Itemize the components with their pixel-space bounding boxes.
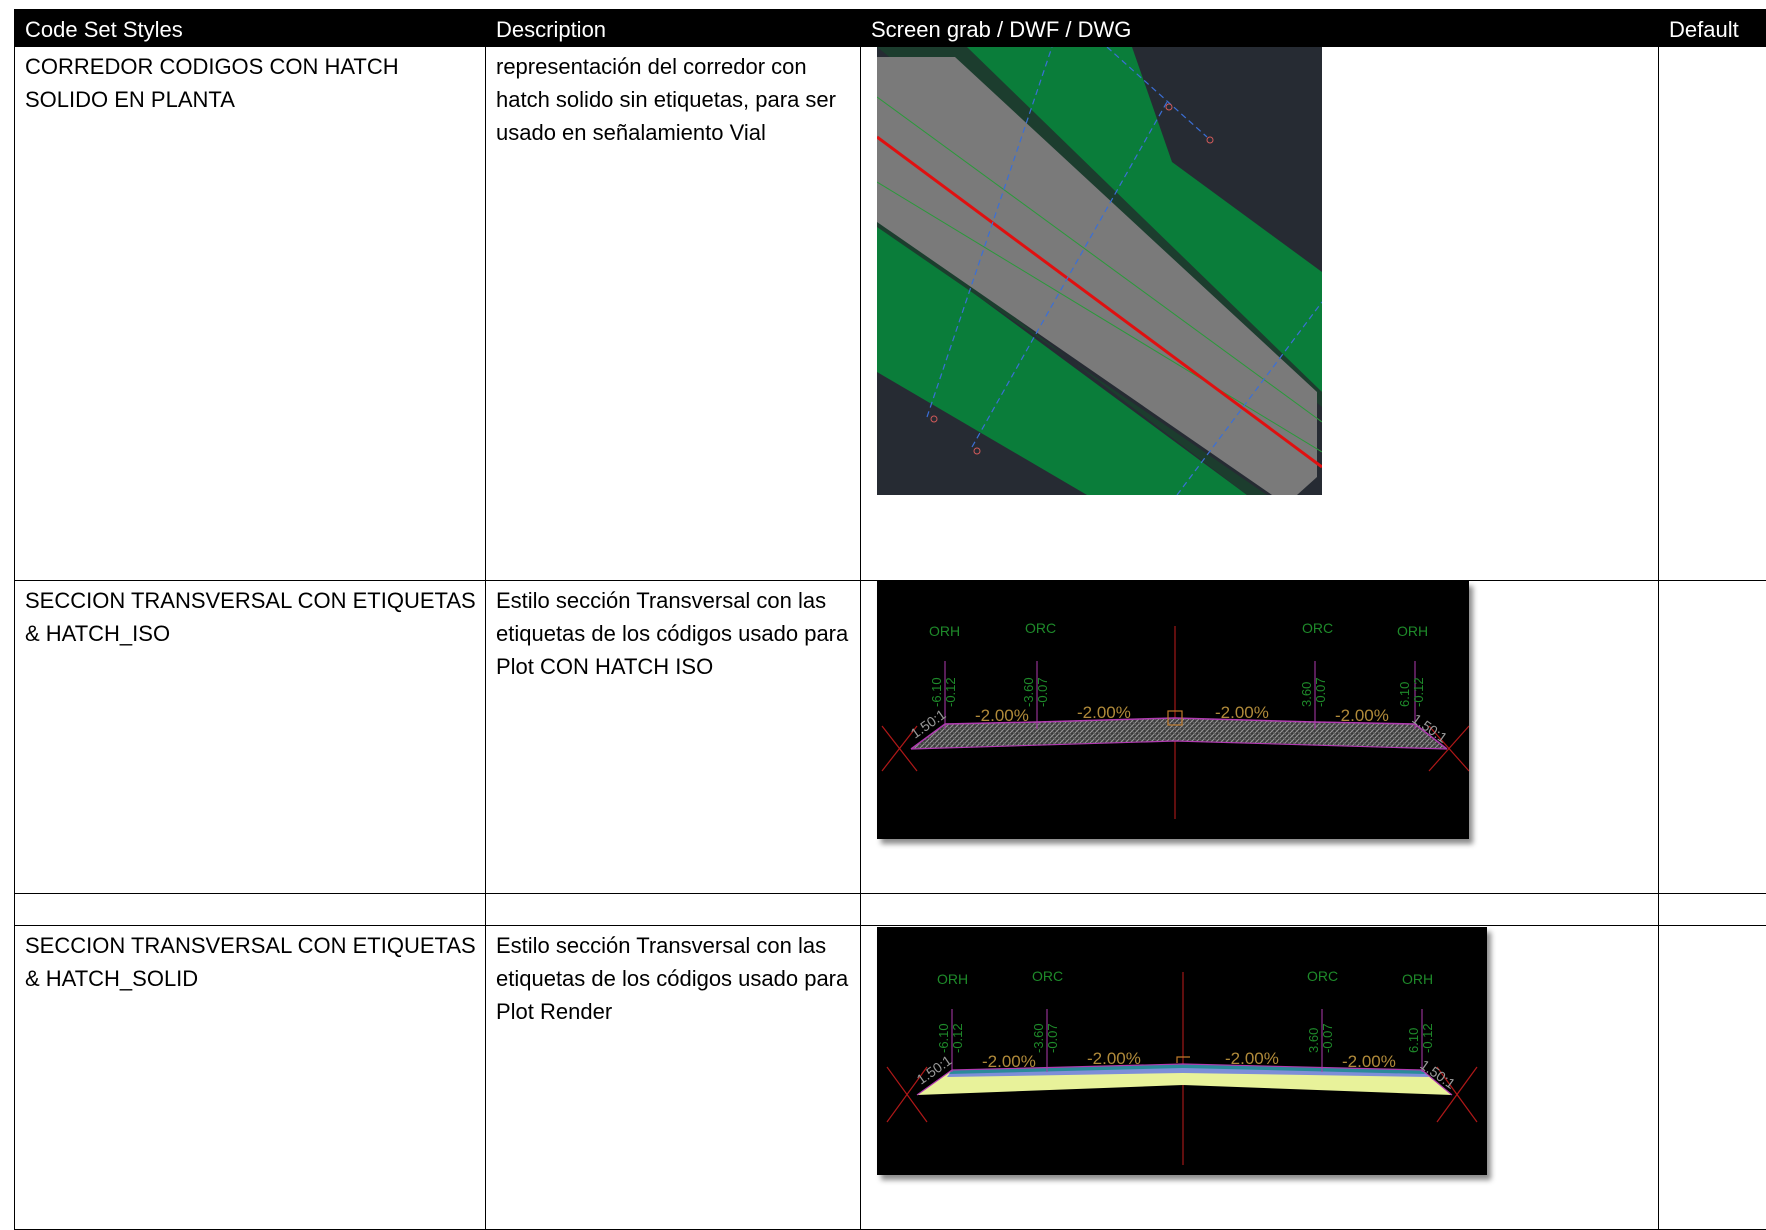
style-description: Estilo sección Transversal con las etiqu… xyxy=(486,926,861,1230)
label-offset: 3.60 xyxy=(1299,682,1314,707)
style-name: SECCION TRANSVERSAL CON ETIQUETAS & HATC… xyxy=(15,581,486,894)
label-elevation: -0.07 xyxy=(1045,1023,1060,1053)
label-elevation: -0.12 xyxy=(943,677,958,707)
label-grade: -2.00% xyxy=(1225,1049,1279,1068)
header-default: Default xyxy=(1659,10,1766,47)
table-row xyxy=(15,894,1766,926)
table-row: CORREDOR CODIGOS CON HATCH SOLIDO EN PLA… xyxy=(15,47,1766,581)
label-offset: 3.60 xyxy=(1306,1028,1321,1053)
corridor-plan-drawing xyxy=(877,47,1322,495)
default-value xyxy=(1659,894,1766,926)
default-value xyxy=(1659,926,1766,1230)
label-offset: -6.10 xyxy=(936,1023,951,1053)
screen-grab-cell: ORH ORC ORC ORH -6.10 -0.12 -3.60 -0.07 … xyxy=(861,581,1659,894)
label-orh-right: ORH xyxy=(1402,971,1433,987)
label-grade: -2.00% xyxy=(1335,706,1389,725)
header-screen-grab: Screen grab / DWF / DWG xyxy=(861,10,1659,47)
section-solid-drawing: ORH ORC ORC ORH -6.10 -0.12 -3.60 -0.07 … xyxy=(877,927,1487,1175)
style-description: Estilo sección Transversal con las etiqu… xyxy=(486,581,861,894)
table-row: SECCION TRANSVERSAL CON ETIQUETAS & HATC… xyxy=(15,581,1766,894)
code-set-styles-table: Code Set Styles Description Screen grab … xyxy=(14,9,1766,1230)
label-grade: -2.00% xyxy=(1215,703,1269,722)
style-description: representación del corredor con hatch so… xyxy=(486,47,861,581)
label-offset: 6.10 xyxy=(1397,682,1412,707)
default-value xyxy=(1659,581,1766,894)
screen-grab-cell xyxy=(861,894,1659,926)
label-elevation: -0.07 xyxy=(1035,677,1050,707)
label-orc-right: ORC xyxy=(1302,620,1333,636)
header-row: Code Set Styles Description Screen grab … xyxy=(15,10,1766,47)
label-elevation: -0.12 xyxy=(1411,677,1426,707)
label-orc-left: ORC xyxy=(1025,620,1056,636)
label-orh-right: ORH xyxy=(1397,623,1428,639)
cad-background xyxy=(877,927,1487,1175)
label-grade: -2.00% xyxy=(975,706,1029,725)
style-name: SECCION TRANSVERSAL CON ETIQUETAS & HATC… xyxy=(15,926,486,1230)
label-grade: -2.00% xyxy=(1342,1052,1396,1071)
table-row: SECCION TRANSVERSAL CON ETIQUETAS & HATC… xyxy=(15,926,1766,1230)
label-elevation: -0.12 xyxy=(1420,1023,1435,1053)
label-offset: -6.10 xyxy=(929,677,944,707)
label-offset: -3.60 xyxy=(1021,677,1036,707)
label-offset: -3.60 xyxy=(1031,1023,1046,1053)
label-elevation: -0.07 xyxy=(1320,1023,1335,1053)
corridor-plan-screenshot xyxy=(877,47,1322,495)
label-grade: -2.00% xyxy=(982,1052,1036,1071)
screen-grab-cell: ORH ORC ORC ORH -6.10 -0.12 -3.60 -0.07 … xyxy=(861,926,1659,1230)
label-orh-left: ORH xyxy=(929,623,960,639)
style-description xyxy=(486,894,861,926)
label-orh-left: ORH xyxy=(937,971,968,987)
label-elevation: -0.12 xyxy=(950,1023,965,1053)
screen-grab-cell xyxy=(861,47,1659,581)
label-orc-right: ORC xyxy=(1307,968,1338,984)
header-description: Description xyxy=(486,10,861,47)
label-grade: -2.00% xyxy=(1087,1049,1141,1068)
label-elevation: -0.07 xyxy=(1313,677,1328,707)
style-name xyxy=(15,894,486,926)
label-grade: -2.00% xyxy=(1077,703,1131,722)
default-value xyxy=(1659,47,1766,581)
section-iso-drawing: ORH ORC ORC ORH -6.10 -0.12 -3.60 -0.07 … xyxy=(877,581,1469,839)
header-code-set-styles: Code Set Styles xyxy=(15,10,486,47)
style-name: CORREDOR CODIGOS CON HATCH SOLIDO EN PLA… xyxy=(15,47,486,581)
label-orc-left: ORC xyxy=(1032,968,1063,984)
section-iso-screenshot: ORH ORC ORC ORH -6.10 -0.12 -3.60 -0.07 … xyxy=(877,581,1469,839)
section-solid-screenshot: ORH ORC ORC ORH -6.10 -0.12 -3.60 -0.07 … xyxy=(877,927,1487,1175)
label-offset: 6.10 xyxy=(1406,1028,1421,1053)
